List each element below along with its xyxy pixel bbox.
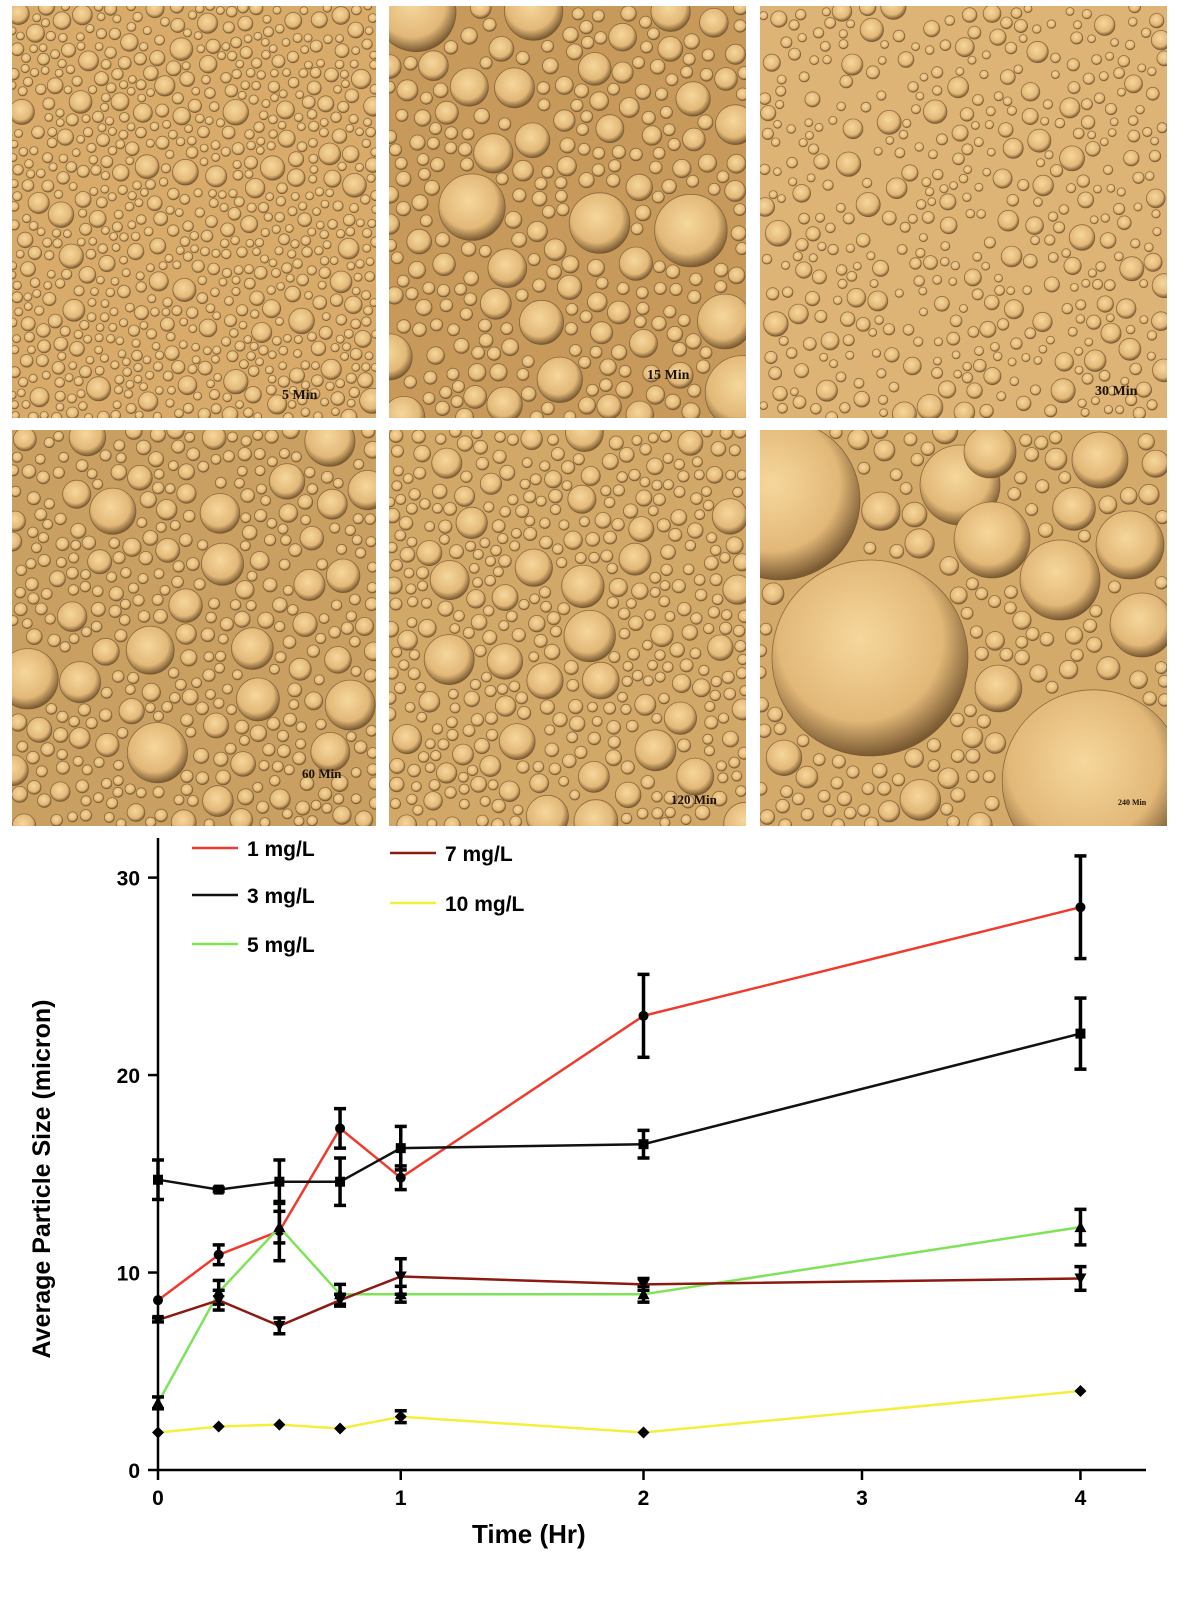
series-line	[156, 1225, 1081, 1404]
data-point	[637, 1279, 650, 1291]
legend-label: 7 mg/L	[445, 843, 513, 866]
data-point	[152, 1396, 164, 1408]
data-point	[394, 1271, 407, 1283]
data-point	[1075, 1028, 1086, 1039]
y-tick-label: 30	[117, 868, 140, 891]
x-tick-label: 3	[856, 1487, 868, 1510]
data-point	[273, 1221, 286, 1233]
micrograph-label: 5 Min	[282, 388, 318, 403]
series-line	[157, 1032, 1081, 1191]
y-axis-label: Average Particle Size (micron)	[28, 1000, 56, 1359]
micrograph-240-min: 240 Min	[760, 430, 1167, 826]
data-point	[153, 1174, 163, 1185]
data-point	[394, 1410, 407, 1423]
micrograph-label: 30 Min	[1095, 384, 1138, 399]
data-point	[335, 1176, 346, 1187]
data-point	[212, 1420, 225, 1433]
data-point	[153, 1295, 163, 1306]
series-7-mg-l	[152, 1256, 1087, 1336]
micrograph-5-min: 5 Min	[12, 6, 376, 418]
data-point	[152, 1314, 164, 1326]
particle-size-chart: 0 1 2 3 4 0 10 20 30 Time (Hr) Average Particle Si…	[28, 838, 1146, 1549]
data-point	[213, 1184, 224, 1195]
legend-label: 3 mg/L	[247, 885, 315, 908]
data-point	[334, 1295, 347, 1307]
series-line	[157, 1275, 1081, 1328]
x-axis-label: Time (Hr)	[472, 1519, 586, 1549]
series-5-mg-l	[152, 1207, 1087, 1411]
legend-label: 5 mg/L	[247, 934, 315, 957]
data-point	[637, 1288, 650, 1300]
x-tick-label: 2	[638, 1487, 650, 1510]
data-point	[638, 1139, 649, 1150]
legend-label: 1 mg/L	[247, 838, 315, 861]
x-tick-label: 4	[1075, 1487, 1087, 1510]
data-point	[637, 1426, 650, 1439]
micrograph-120-min: 120 Min	[389, 430, 746, 826]
y-tick-label: 0	[128, 1460, 140, 1483]
y-tick-label: 10	[117, 1263, 140, 1286]
data-point	[213, 1249, 224, 1260]
legend: 1 mg/L 3 mg/L 5 mg/L 7 mg/L 10 mg/L	[192, 838, 525, 957]
micrograph-30-min: 30 Min	[760, 6, 1167, 418]
axes: 0 1 2 3 4 0 10 20 30	[117, 838, 1146, 1510]
data-point	[1074, 1273, 1087, 1285]
data-point	[273, 1320, 286, 1332]
micrograph-label: 240 Min	[1118, 798, 1147, 807]
data-point	[152, 1426, 164, 1439]
data-point	[395, 1172, 406, 1183]
series-line	[157, 1389, 1081, 1434]
data-point	[274, 1176, 285, 1187]
x-tick-label: 0	[152, 1487, 164, 1510]
micrograph-grid: 5 Min 15 Min 30 Min 60 Min 120 Min 240 M…	[12, 6, 1167, 826]
micrograph-label: 120 Min	[671, 792, 717, 807]
data-point	[212, 1295, 225, 1307]
y-tick-label: 20	[117, 1065, 140, 1088]
series-1-mg-l	[153, 854, 1087, 1306]
micrograph-label: 60 Min	[302, 766, 342, 781]
data-point	[1075, 902, 1086, 913]
data-point	[1074, 1385, 1087, 1398]
data-point	[1074, 1221, 1087, 1233]
series-10-mg-l	[152, 1385, 1087, 1439]
micrograph-60-min: 60 Min	[12, 430, 376, 826]
series-line	[157, 905, 1081, 1302]
data-point	[273, 1418, 286, 1431]
data-point	[335, 1123, 346, 1134]
data-point	[334, 1422, 347, 1435]
micrograph-label: 15 Min	[647, 368, 690, 383]
data-point	[395, 1143, 406, 1154]
x-tick-label: 1	[395, 1487, 407, 1510]
micrograph-15-min: 15 Min	[389, 6, 746, 418]
legend-label: 10 mg/L	[445, 893, 525, 916]
data-point	[638, 1010, 649, 1021]
series-3-mg-l	[152, 996, 1087, 1208]
